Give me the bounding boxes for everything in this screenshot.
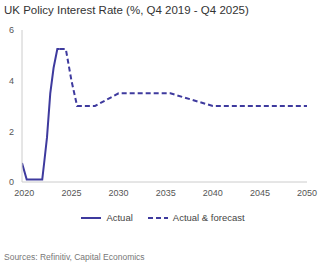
svg-text:2030: 2030 (109, 188, 129, 198)
html-text:Actual: Actual (106, 212, 133, 223)
svg-text:2025: 2025 (61, 188, 81, 198)
svg-text:0: 0 (9, 177, 14, 187)
svg-text:2035: 2035 (156, 188, 176, 198)
svg-text:2050: 2050 (297, 188, 317, 198)
svg-text:2045: 2045 (250, 188, 270, 198)
svg-text:2020: 2020 (14, 188, 34, 198)
html-text:Sources: Refinitiv, Capital Ec: Sources: Refinitiv, Capital Economics (4, 252, 145, 262)
html-text:UK Policy Interest Rate (%, Q4: UK Policy Interest Rate (%, Q4 2019 - Q4… (4, 4, 249, 16)
svg-text:2040: 2040 (203, 188, 223, 198)
svg-text:6: 6 (9, 25, 14, 35)
svg-text:2: 2 (9, 127, 14, 137)
svg-text:4: 4 (9, 76, 14, 86)
html-text:Actual & forecast: Actual & forecast (172, 212, 245, 223)
